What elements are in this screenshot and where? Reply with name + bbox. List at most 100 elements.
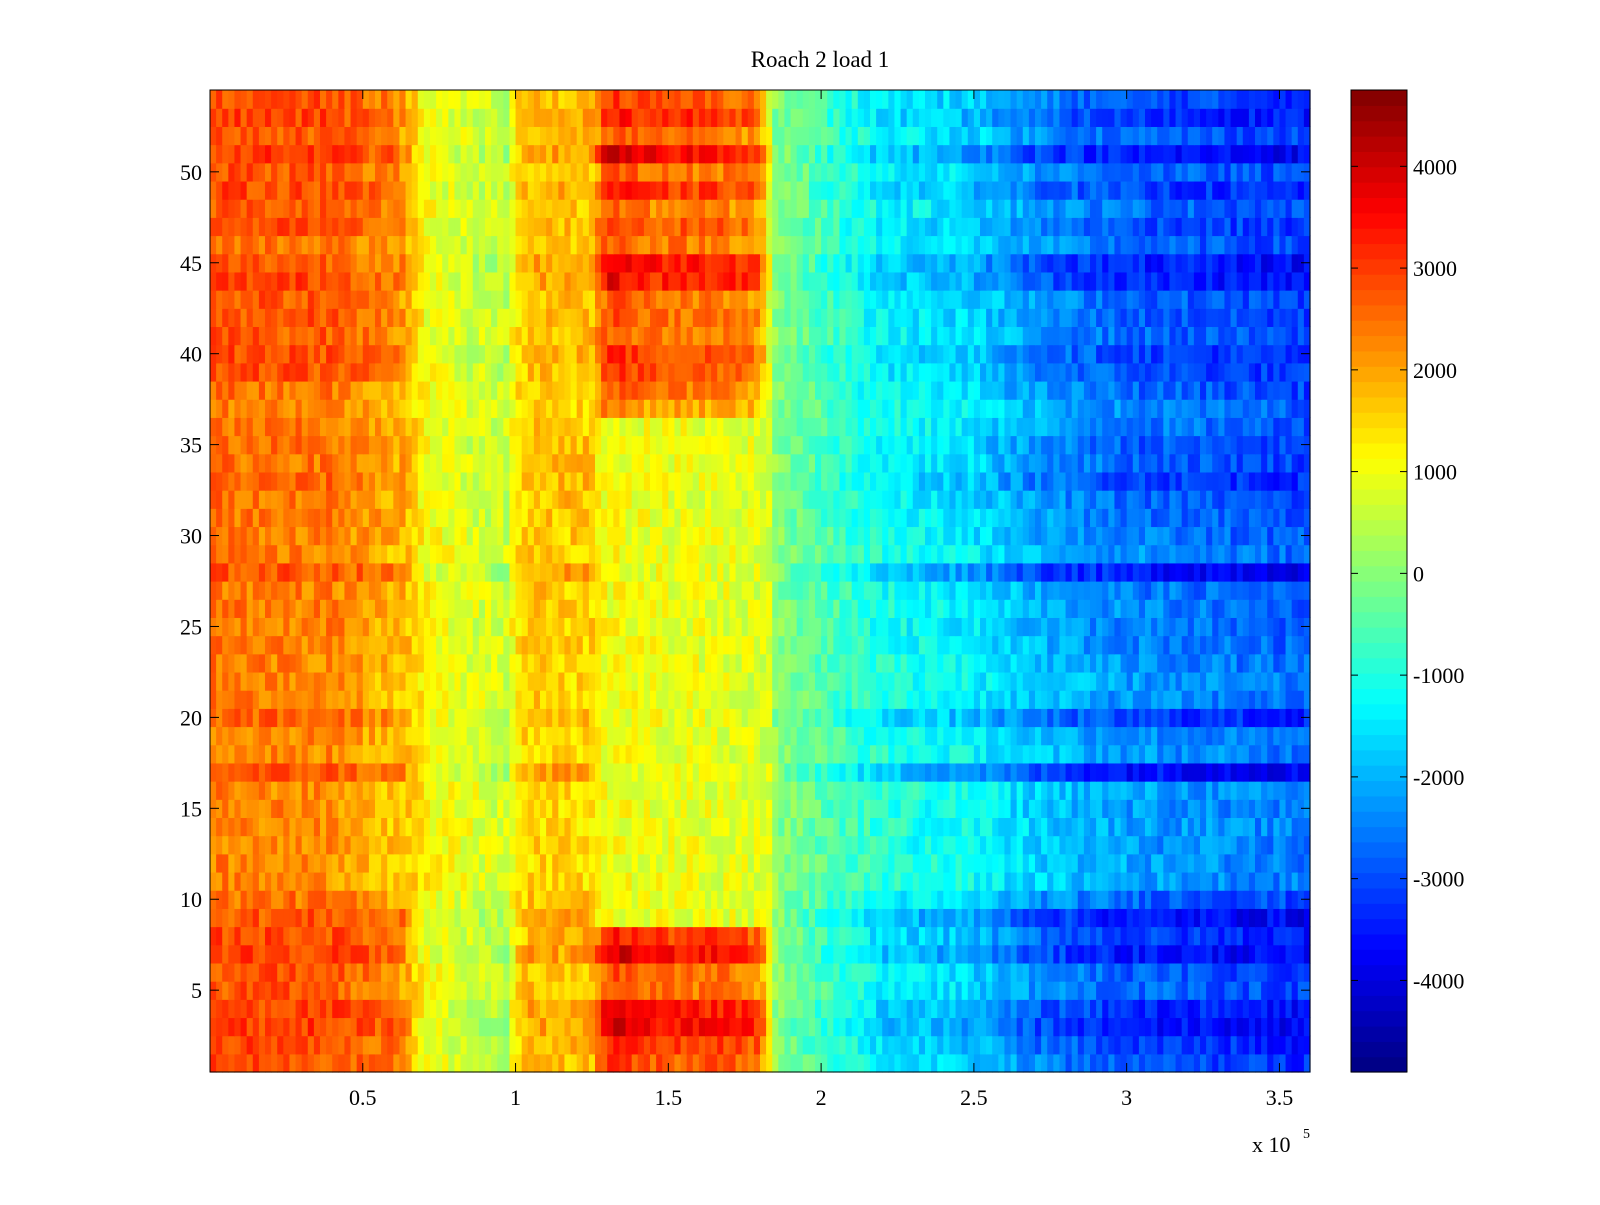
- heatmap-cell: [252, 781, 260, 800]
- heatmap-cell: [582, 617, 590, 637]
- heatmap-cell: [747, 890, 755, 909]
- heatmap-cell: [436, 835, 443, 855]
- heatmap-cell: [808, 1017, 816, 1037]
- heatmap-cell: [320, 635, 327, 655]
- heatmap-cell: [478, 1035, 486, 1055]
- heatmap-cell: [1248, 890, 1256, 909]
- heatmap-cell: [1083, 835, 1091, 855]
- heatmap-cell: [882, 817, 889, 837]
- heatmap-cell: [637, 890, 645, 909]
- heatmap-cell: [857, 999, 865, 1019]
- heatmap-cell: [423, 671, 431, 691]
- heatmap-cell: [686, 962, 694, 982]
- heatmap-cell: [845, 708, 853, 728]
- heatmap-cell: [1218, 762, 1226, 782]
- heatmap-cell: [326, 690, 333, 709]
- heatmap-cell: [210, 944, 217, 964]
- heatmap-cell: [772, 781, 779, 800]
- heatmap-cell: [1071, 762, 1079, 782]
- heatmap-cell: [729, 562, 737, 582]
- heatmap-cell: [1071, 726, 1079, 746]
- heatmap-cell: [857, 708, 865, 728]
- heatmap-cell: [307, 599, 315, 618]
- heatmap-cell: [1071, 671, 1079, 691]
- heatmap-cell: [497, 744, 504, 764]
- heatmap-cell: [381, 853, 388, 873]
- heatmap-cell: [1016, 871, 1024, 891]
- heatmap-cell: [643, 835, 651, 855]
- heatmap-cell: [307, 617, 315, 637]
- heatmap-cell: [436, 690, 443, 709]
- heatmap-cell: [698, 762, 706, 782]
- heatmap-cell: [650, 744, 657, 764]
- heatmap-cell: [949, 999, 957, 1019]
- heatmap-cell: [344, 781, 352, 800]
- heatmap-cell: [417, 799, 425, 819]
- heatmap-cell: [564, 926, 572, 946]
- heatmap-cell: [497, 599, 504, 618]
- heatmap-cell: [301, 981, 309, 1000]
- heatmap-cell: [753, 1053, 761, 1073]
- heatmap-cell: [882, 1053, 889, 1073]
- heatmap-cell: [1248, 853, 1256, 873]
- heatmap-cell: [925, 962, 932, 982]
- heatmap-cell: [417, 617, 425, 637]
- heatmap-cell: [552, 635, 559, 655]
- heatmap-cell: [980, 835, 987, 855]
- heatmap-cell: [558, 835, 566, 855]
- heatmap-cell: [338, 599, 346, 618]
- heatmap-cell: [674, 871, 682, 891]
- heatmap-cell: [1261, 1035, 1268, 1055]
- heatmap-cell: [937, 1053, 944, 1073]
- heatmap-cell: [1279, 890, 1287, 909]
- heatmap-cell: [332, 581, 339, 600]
- heatmap-cell: [906, 799, 914, 819]
- heatmap-cell: [1242, 599, 1250, 618]
- heatmap-cell: [485, 617, 492, 637]
- heatmap-cell: [833, 581, 841, 600]
- heatmap-cell: [698, 635, 706, 655]
- heatmap-cell: [643, 871, 651, 891]
- heatmap-cell: [454, 817, 462, 837]
- heatmap-cell: [1083, 799, 1091, 819]
- heatmap-cell: [313, 562, 321, 582]
- heatmap-cell: [503, 1035, 511, 1055]
- heatmap-cell: [1273, 635, 1281, 655]
- heatmap-cell: [735, 853, 743, 873]
- heatmap-cell: [478, 1053, 486, 1073]
- heatmap-cell: [1132, 617, 1140, 637]
- heatmap-cell: [674, 835, 682, 855]
- heatmap-cell: [595, 562, 602, 582]
- heatmap-cell: [1193, 708, 1201, 728]
- heatmap-cell: [796, 635, 804, 655]
- heatmap-cell: [1200, 744, 1207, 764]
- heatmap-cell: [564, 799, 572, 819]
- heatmap-cell: [411, 1053, 419, 1073]
- heatmap-cell: [1236, 999, 1244, 1019]
- heatmap-cell: [937, 562, 944, 582]
- heatmap-cell: [478, 562, 486, 582]
- heatmap-cell: [686, 908, 694, 928]
- heatmap-cell: [674, 799, 682, 819]
- heatmap-cell: [741, 762, 749, 782]
- heatmap-cell: [1267, 926, 1274, 946]
- heatmap-cell: [320, 962, 327, 982]
- heatmap-cell: [815, 1053, 822, 1073]
- heatmap-cell: [350, 853, 358, 873]
- heatmap-cell: [1169, 1017, 1177, 1037]
- heatmap-cell: [827, 581, 834, 600]
- heatmap-cell: [466, 690, 474, 709]
- heatmap-cell: [277, 1053, 284, 1073]
- heatmap-cell: [931, 562, 938, 582]
- heatmap-cell: [888, 799, 896, 819]
- heatmap-cell: [375, 890, 382, 909]
- heatmap-cell: [717, 799, 724, 819]
- heatmap-cell: [362, 890, 370, 909]
- heatmap-cell: [552, 962, 559, 982]
- heatmap-cell: [515, 926, 523, 946]
- heatmap-cell: [735, 1017, 743, 1037]
- heatmap-cell: [320, 908, 327, 928]
- heatmap-cell: [350, 981, 358, 1000]
- heatmap-cell: [1132, 817, 1140, 837]
- heatmap-cell: [289, 599, 297, 618]
